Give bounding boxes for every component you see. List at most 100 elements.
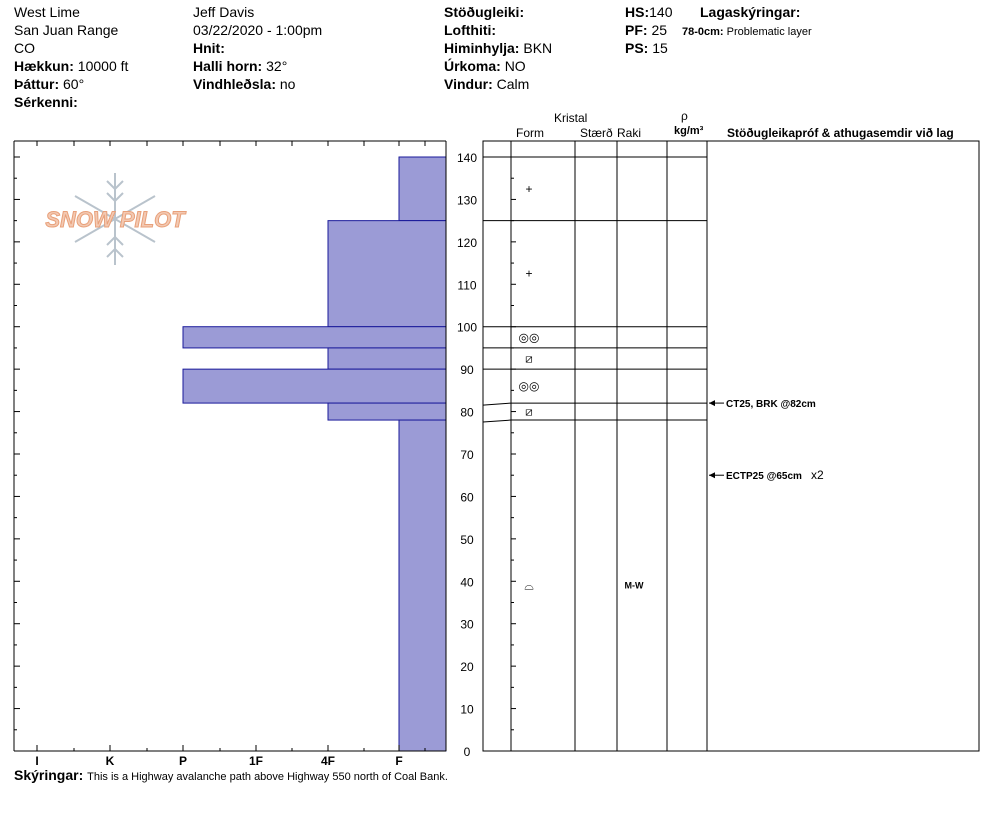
aspect: Þáttur: 60° [14, 76, 84, 92]
layer-boundary-connector [482, 402, 512, 406]
sky-value: BKN [523, 40, 553, 56]
location-name: West Lime [14, 4, 80, 20]
hardness-tick-label: K [106, 754, 115, 768]
ps-value: 15 [652, 40, 668, 56]
height-tick-label: 90 [460, 363, 474, 377]
crystal-form-icon: ⧄ [525, 352, 533, 366]
form-header: Form [516, 126, 544, 140]
stability-label: Stöðugleiki: [444, 4, 525, 20]
legend-entry: 78-0cm: Problematic layer [682, 24, 812, 40]
height-tick-label: 100 [457, 321, 477, 335]
height-tick-label: 40 [460, 575, 474, 589]
crystal-form-icon: ⌓ [524, 579, 534, 593]
moisture-value: M-W [625, 581, 644, 591]
snowflake-logo-icon: SNOW PILOT [45, 173, 187, 265]
elevation: Hækkun: 10000 ft [14, 58, 128, 74]
layer-table: + + ◎◎ ⧄ ◎◎ ⧄ ⌓ M-W CT25, BRK @82cm ECTP25 @65cm x… [482, 140, 980, 752]
aspect-value: 60° [63, 76, 85, 92]
height-tick-label: 120 [457, 236, 477, 250]
wind-loading-value: no [279, 76, 296, 92]
wind-label: Vindur: [444, 76, 493, 92]
wind-loading: Vindhleðsla: no [193, 76, 295, 92]
hardness-layer-bar [398, 156, 447, 222]
slope-label: Halli horn: [193, 58, 263, 74]
hs-value: 140 [649, 4, 673, 20]
hardness-tick-label: I [35, 754, 38, 768]
features-label: Sérkenni: [14, 94, 78, 110]
wind-value: Calm [496, 76, 530, 92]
crystal-form-icon: ◎◎ [519, 330, 540, 344]
air-temp-label: Lofthiti: [444, 22, 497, 38]
stability-test-label: CT25, BRK @82cm [726, 399, 816, 410]
wind-loading-label: Vindhleðsla: [193, 76, 276, 92]
hardness-layer-bar [327, 347, 447, 370]
elevation-value: 10000 ft [77, 58, 129, 74]
hardness-layer-bar [327, 220, 447, 328]
pf: PF: 25 [625, 22, 667, 38]
hardness-layer-bar [327, 402, 447, 421]
test-arrow-head [709, 400, 715, 407]
height-tick-label: 140 [457, 151, 477, 165]
comments: Skýringar: This is a Highway avalanche p… [14, 767, 448, 785]
hardness-tick-label: 1F [249, 754, 263, 768]
aspect-label: Þáttur: [14, 76, 60, 92]
ps: PS: 15 [625, 40, 668, 56]
test-arrow-head [709, 472, 715, 479]
moisture-header: Raki [617, 126, 642, 140]
coords-label: Hnit: [193, 40, 225, 56]
crystal-form-icon: + [525, 267, 532, 281]
crystal-form-icon: ⧄ [525, 405, 533, 419]
crystal-form-icon: + [525, 182, 532, 196]
tests-header: Stöðugleikapróf & athugasemdir við lag [727, 126, 954, 140]
hardness-layer-bar [182, 368, 447, 404]
height-axis: 0 10 20 30 40 50 60 70 80 90 100 110 120 130 140 [457, 151, 477, 759]
comments-label: Skýringar: [14, 767, 84, 783]
hardness-layer-bar [182, 326, 447, 349]
slope-value: 32° [266, 58, 288, 74]
height-tick-label: 0 [464, 745, 471, 759]
crystal-form-icon: ◎◎ [519, 379, 540, 393]
height-tick-label: 10 [460, 703, 474, 717]
precip-label: Úrkoma: [444, 58, 501, 74]
slope: Halli horn: 32° [193, 58, 287, 74]
height-tick-label: 80 [460, 406, 474, 420]
stability-test-label: ECTP25 @65cm [726, 471, 802, 482]
hardness-tick-label: F [395, 754, 402, 768]
hardness-layer-bar [398, 419, 447, 752]
hardness-tick-label: 4F [321, 754, 335, 768]
legend-label: Lagaskýringar: [700, 4, 801, 20]
sky: Himinhylja: BKN [444, 40, 552, 56]
logo-text: SNOW PILOT [45, 207, 186, 232]
height-tick-label: 30 [460, 618, 474, 632]
wind: Vindur: Calm [444, 76, 529, 92]
profile-frame: I K P 1F 4F F [13, 140, 447, 768]
crystal-header: Kristal [554, 111, 588, 125]
rho-header: ρ [681, 109, 688, 123]
observer: Jeff Davis [193, 4, 255, 20]
density-unit-header: kg/m³ [674, 125, 704, 137]
sky-label: Himinhylja: [444, 40, 520, 56]
layer-boundary-connector [482, 419, 512, 423]
hardness-tick-label: P [179, 754, 187, 768]
height-tick-label: 110 [457, 278, 476, 292]
size-header: Stærð [580, 126, 613, 140]
height-tick-label: 70 [460, 448, 474, 462]
stability-test-note: x2 [811, 468, 824, 482]
pf-value: 25 [651, 22, 668, 38]
height-tick-label: 60 [460, 490, 474, 504]
legend-text: Problematic layer [726, 26, 812, 38]
height-tick-label: 20 [460, 660, 474, 674]
pf-label: PF: [625, 22, 648, 38]
height-tick-label: 50 [460, 533, 474, 547]
precip-value: NO [504, 58, 526, 74]
elevation-label: Hækkun: [14, 58, 74, 74]
height-tick-label: 130 [457, 193, 477, 207]
precip: Úrkoma: NO [444, 58, 526, 74]
table-frame [482, 140, 980, 752]
ps-label: PS: [625, 40, 649, 56]
hs-label: HS: [625, 4, 650, 20]
datetime: 03/22/2020 - 1:00pm [193, 22, 323, 38]
state: CO [14, 40, 35, 56]
hs: HS:140 [625, 4, 672, 20]
